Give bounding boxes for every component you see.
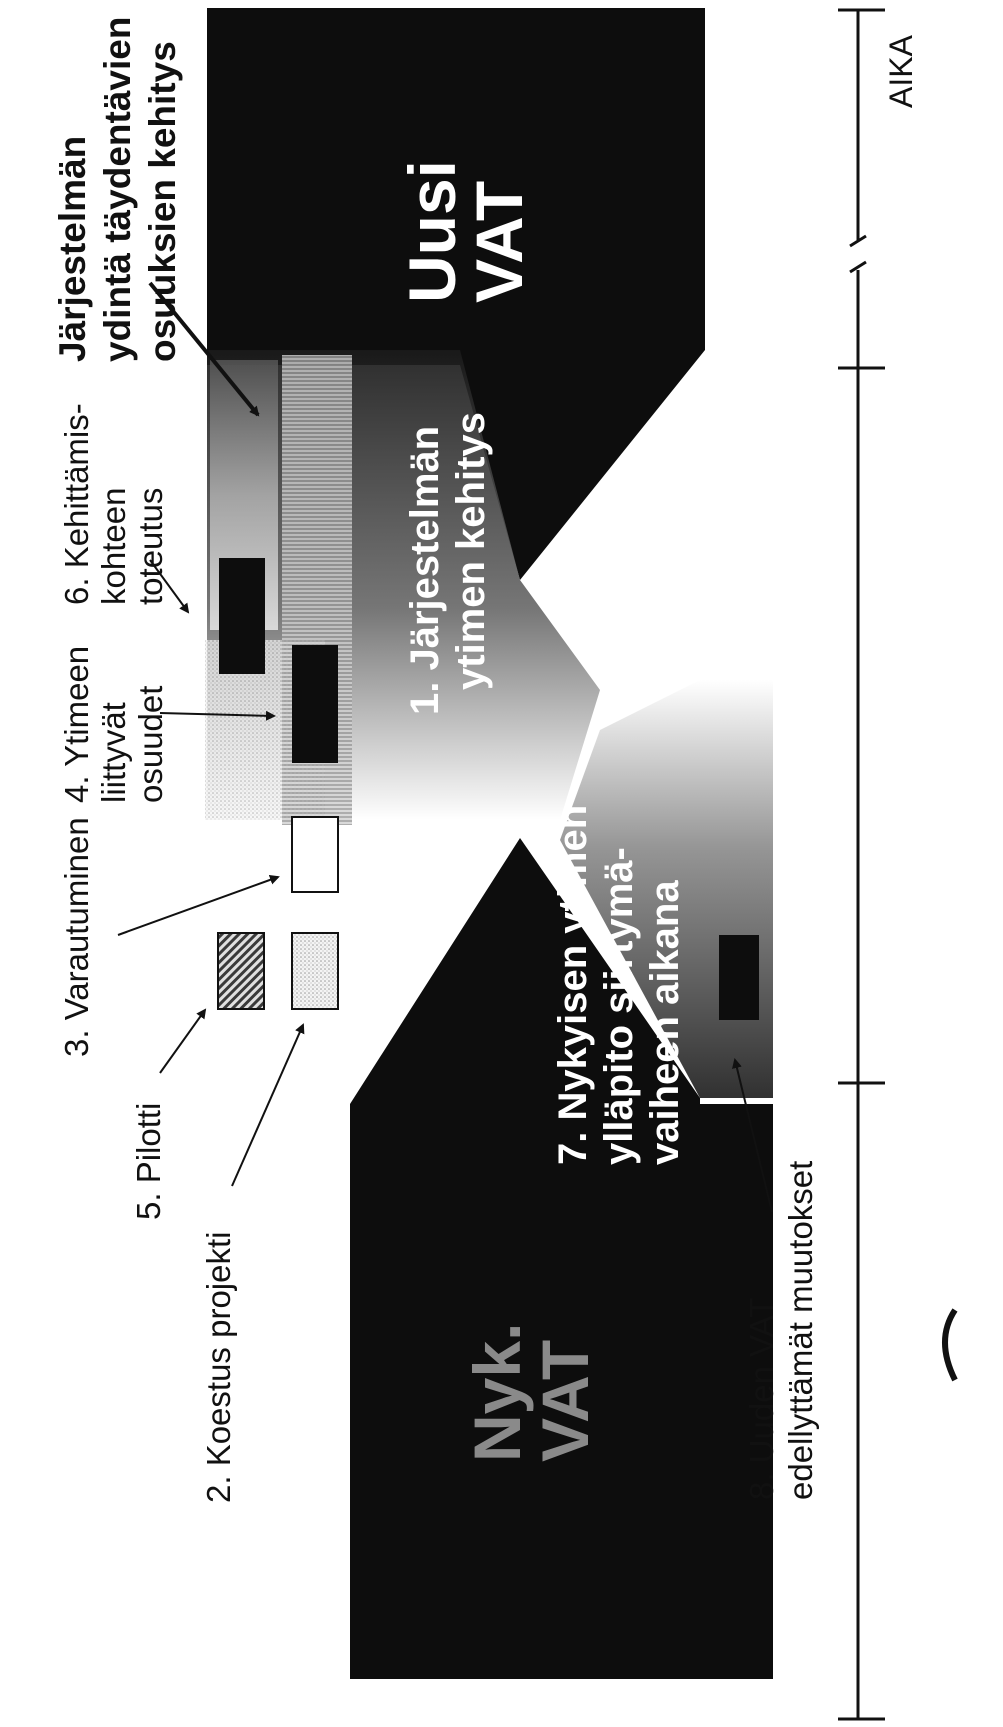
pilot-arrow	[159, 1008, 207, 1074]
label-new-vat-changes-line-2: edellyttämät muutokset	[782, 1161, 819, 1500]
old-vat-region	[350, 838, 773, 1679]
test-project-box	[291, 932, 339, 1010]
label-maintenance-line-1: 7. Nykyisen ytimen	[551, 805, 595, 1165]
label-core-dev-line-1: 1. Järjestelmän	[403, 426, 447, 715]
label-new-vat-line-1: Uusi	[395, 160, 469, 303]
label-dev-item-line-1: 6. Kehittämis-	[58, 403, 95, 605]
label-new-core-dev-line-3: osuuksien kehitys	[142, 41, 183, 362]
label-timeline-aika: AIKA	[883, 34, 919, 108]
new-vat-changes-arrow	[732, 1058, 773, 1213]
core-parts-arrow	[159, 710, 276, 721]
label-new-vat-changes-line-1: 8. Uuden VAT	[743, 1298, 780, 1500]
preparation-box	[291, 816, 339, 893]
label-new-vat-line-2: VAT	[462, 181, 536, 303]
label-preparation: 3. Varautuminen	[58, 817, 95, 1057]
label-core-parts-line-1: 4. Ytimeen	[58, 646, 95, 803]
label-dev-item-line-2: kohteen	[95, 488, 132, 605]
label-old-vat-line-1: Nyk.	[460, 1323, 534, 1462]
label-dev-item-line-3: toteutus	[132, 488, 169, 605]
dev-item-arrow	[149, 559, 190, 614]
label-core-parts-line-2: liittyvät	[95, 702, 132, 803]
new-vat-changes-box	[719, 935, 759, 1020]
core-parts-box	[292, 645, 338, 763]
test-project-arrow	[231, 1023, 305, 1187]
label-core-parts-line-3: osuudet	[132, 686, 169, 803]
label-maintenance-line-3: vaiheen aikana	[643, 880, 687, 1165]
label-old-vat-line-2: VAT	[528, 1340, 602, 1462]
new-core-dev-arrow	[148, 281, 260, 417]
preparation-arrow	[117, 875, 280, 936]
label-new-core-dev-line-2: ydintä täydentävien	[97, 17, 138, 362]
label-test-project: 2. Koestus projekti	[200, 1232, 237, 1503]
pilot-box	[217, 932, 265, 1010]
new-vat-region	[207, 8, 705, 580]
label-new-core-dev-line-1: Järjestelmän	[52, 136, 93, 362]
scan-artifact	[942, 1308, 958, 1382]
label-maintenance-line-2: ylläpito siirtymä-	[597, 847, 641, 1165]
dev-item-box	[219, 558, 265, 674]
label-core-dev-line-2: ytimen kehitys	[449, 412, 493, 690]
label-pilot: 5. Pilotti	[130, 1103, 167, 1220]
timeline-break	[849, 234, 867, 274]
